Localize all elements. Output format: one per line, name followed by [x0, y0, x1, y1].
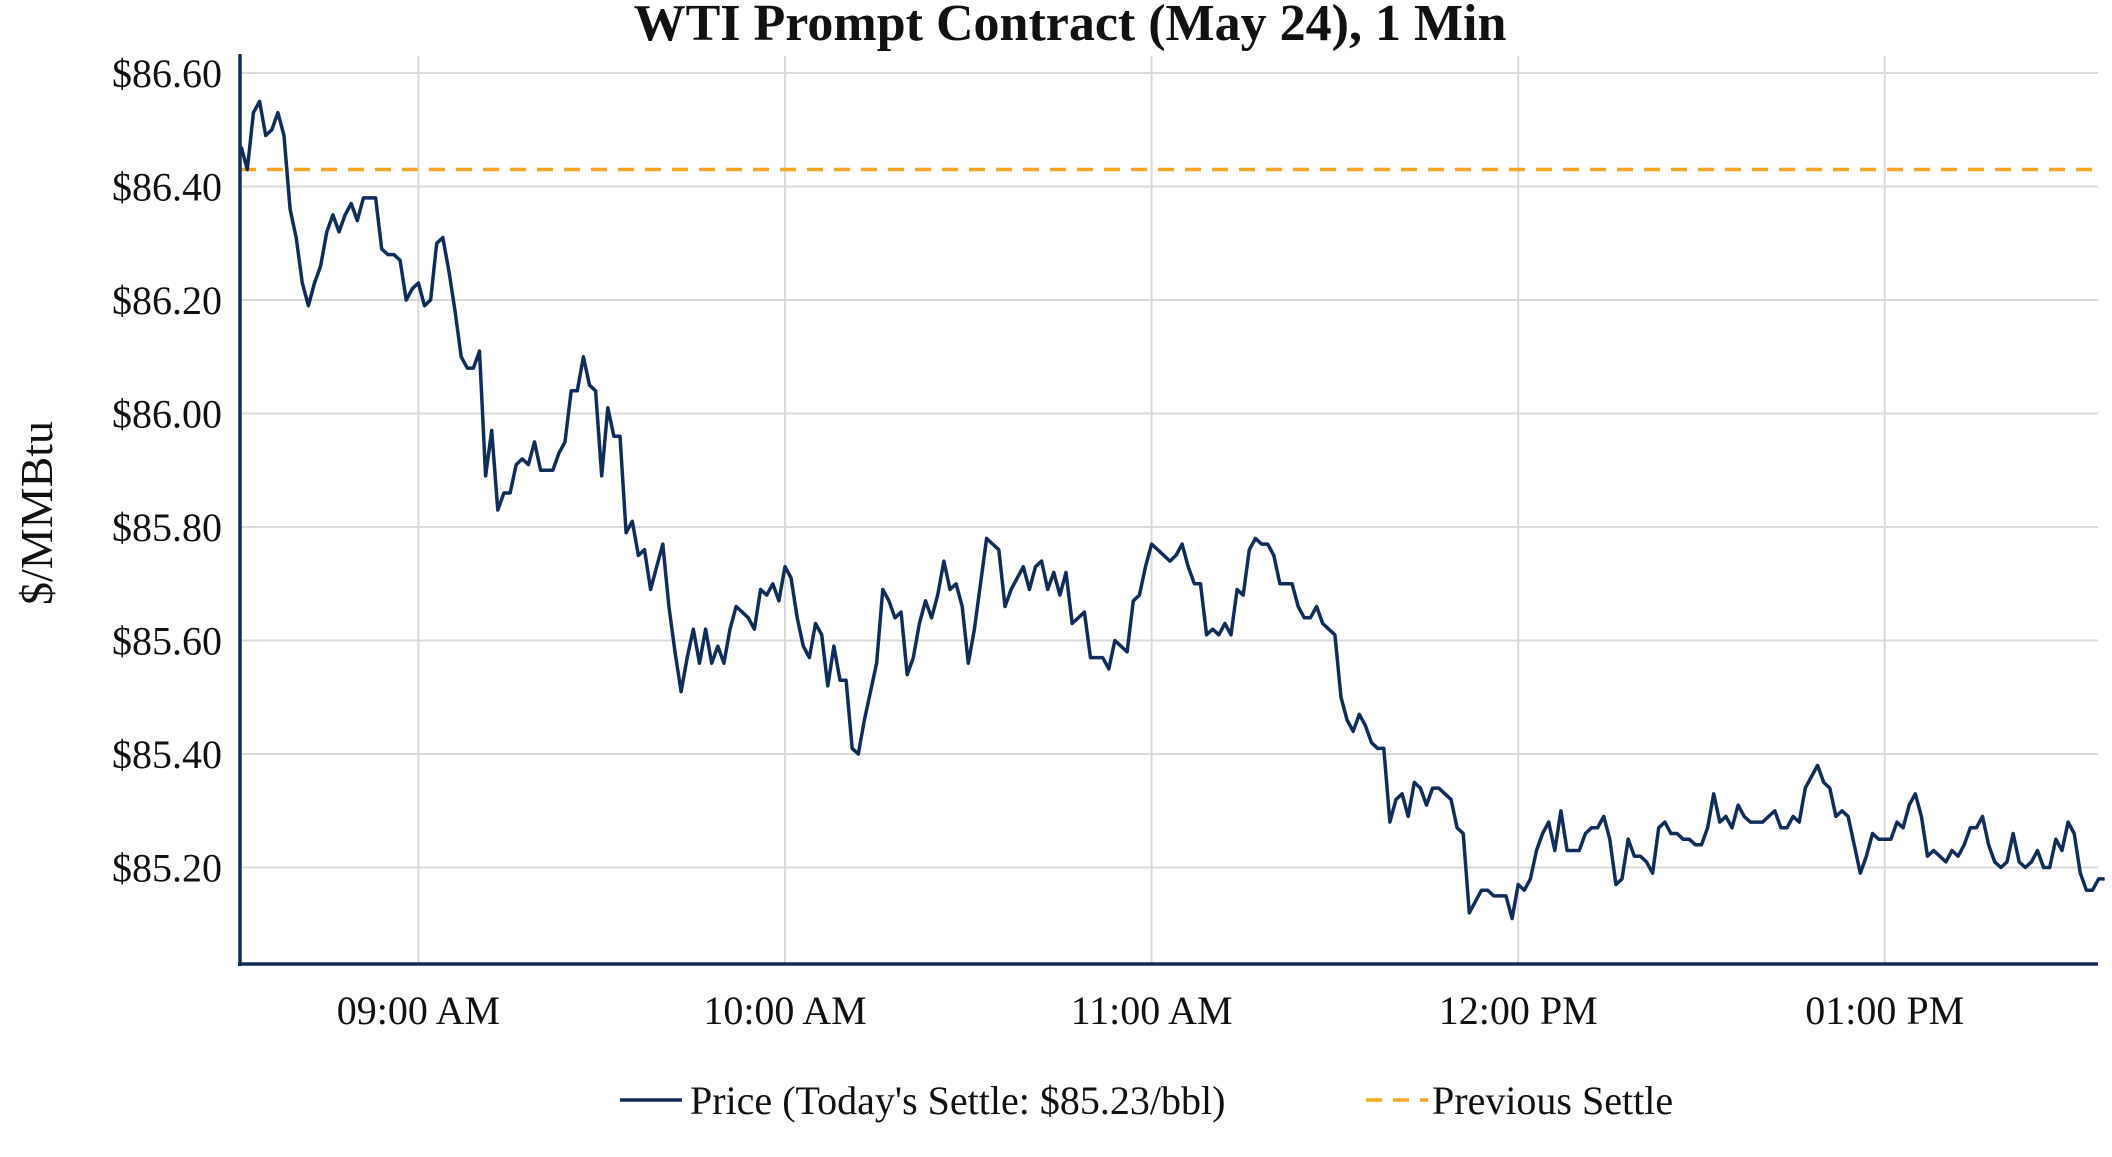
y-tick-label: $85.60 [112, 619, 222, 664]
y-tick-label: $85.20 [112, 846, 222, 891]
price-line [239, 99, 2105, 921]
legend-previous-settle-label: Previous Settle [1432, 1078, 1673, 1123]
x-tick-label: 09:00 AM [337, 988, 500, 1033]
chart-title: WTI Prompt Contract (May 24), 1 Min [634, 0, 1507, 52]
x-tick-label: 01:00 PM [1805, 988, 1964, 1033]
x-tick-label: 10:00 AM [703, 988, 866, 1033]
legend-price-label: Price (Today's Settle: $85.23/bbl) [690, 1078, 1225, 1123]
x-tick-label: 12:00 PM [1439, 988, 1598, 1033]
y-tick-label: $86.40 [112, 165, 222, 210]
x-tick-label: 11:00 AM [1071, 988, 1233, 1033]
y-tick-label: $86.60 [112, 51, 222, 96]
y-axis-label: $/MMBtu [11, 421, 62, 605]
grid-layer [240, 56, 2098, 964]
series-layer [239, 99, 2105, 921]
y-tick-label: $86.20 [112, 278, 222, 323]
legend: Price (Today's Settle: $85.23/bbl) Previo… [620, 1078, 1673, 1123]
y-tick-label: $85.40 [112, 732, 222, 777]
axis-layer: $85.20 $85.40 $85.60 $85.80 $86.00 $86.20 $86.… [112, 51, 2098, 1033]
y-tick-label: $86.00 [112, 392, 222, 437]
y-tick-label: $85.80 [112, 505, 222, 550]
